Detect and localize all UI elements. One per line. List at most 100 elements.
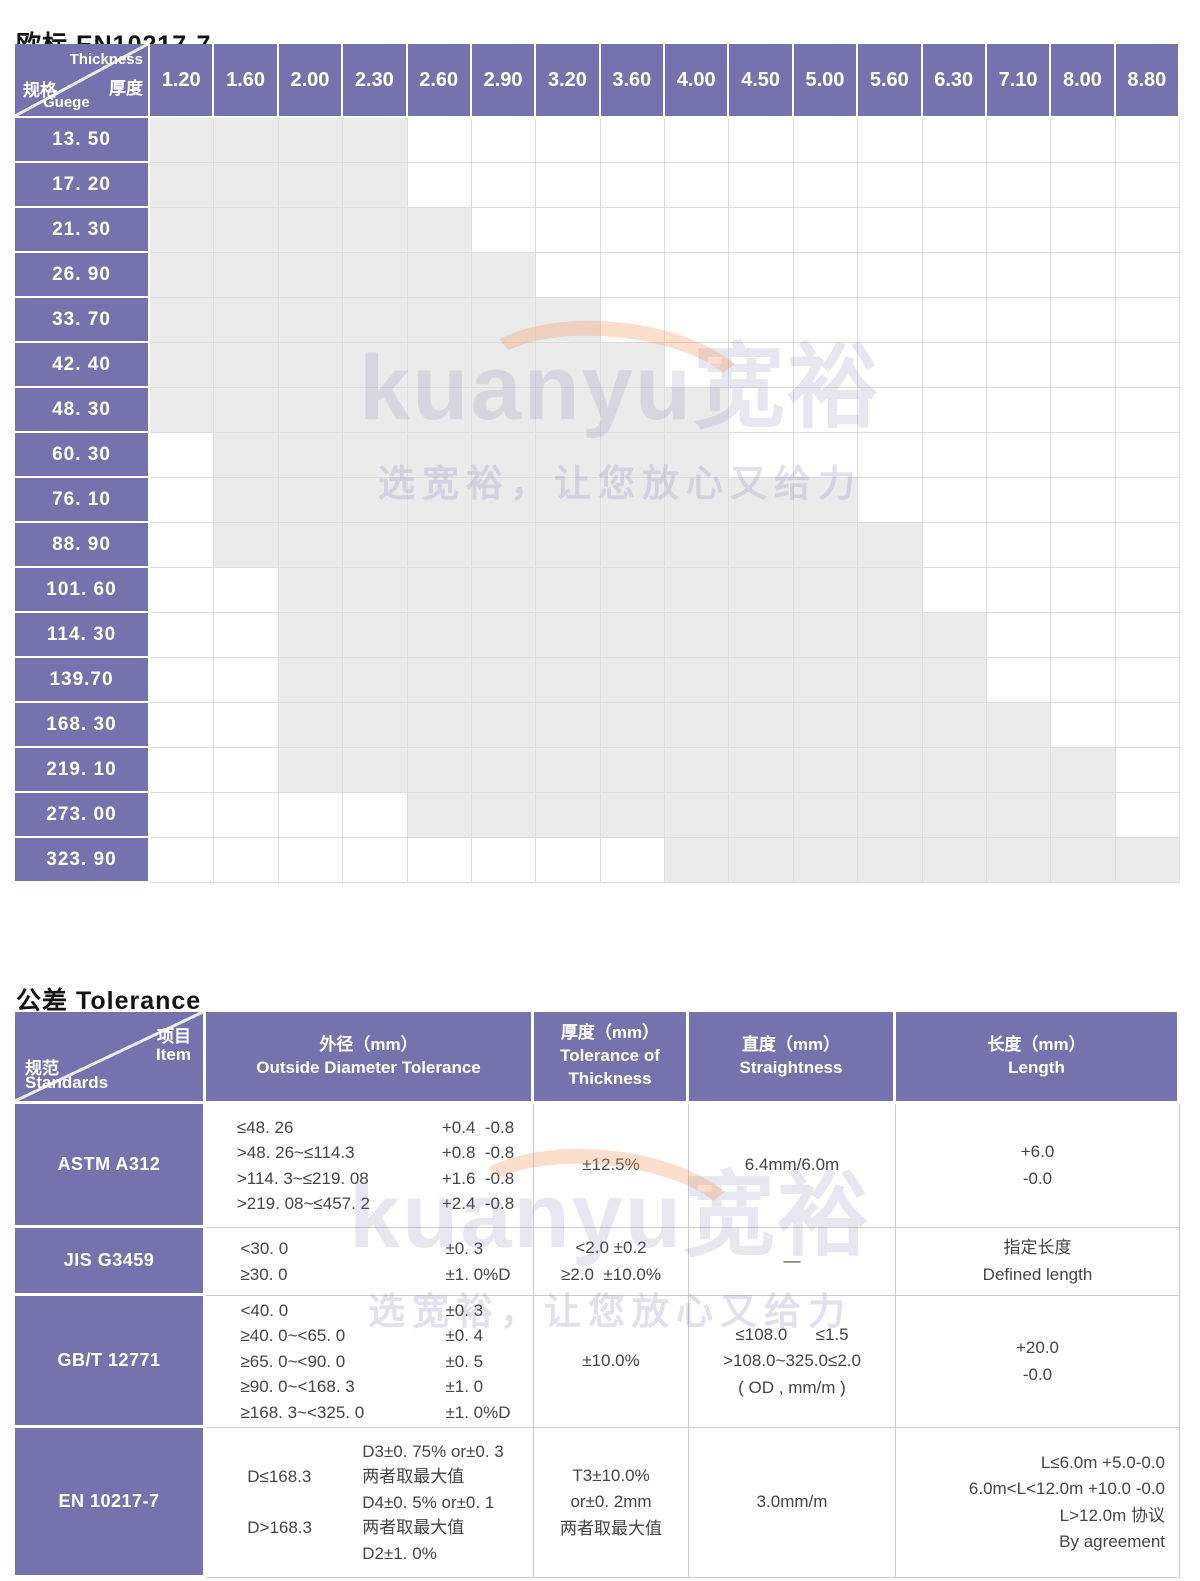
gauge-label: 273. 00 [15, 793, 150, 838]
spec-cell-available [343, 253, 408, 298]
thickness-header: 3.20 [536, 44, 601, 118]
od-value: ±0. 3 [445, 1300, 484, 1320]
spec-cell-available [665, 433, 730, 478]
thickness-header: 5.00 [793, 44, 859, 118]
straightness-line: ≤108.0 ≤1.5 [735, 1324, 849, 1344]
length-line: 6.0m<L<12.0m +10.0 -0.0 [968, 1479, 1165, 1499]
spec-cell-unavailable [729, 118, 794, 163]
spec-cell-available [793, 748, 859, 793]
tolerance-corner-cell: 项目 Item 规范 Standards [15, 1012, 206, 1104]
spec-cell-unavailable [729, 208, 794, 253]
spec-cell-available [600, 703, 665, 748]
spec-cell-unavailable [858, 343, 923, 388]
spec-cell-unavailable [407, 838, 472, 883]
spec-cell-available [536, 388, 601, 433]
spec-cell-available [471, 793, 537, 838]
spec-cell-unavailable [278, 838, 344, 883]
spec-cell-available [278, 208, 344, 253]
spec-cell-available [536, 478, 601, 523]
spec-cell-unavailable [150, 748, 215, 793]
spec-cell-available [536, 433, 601, 478]
gauge-label: 21. 30 [15, 208, 150, 253]
spec-cell-unavailable [986, 613, 1052, 658]
thickness-header: 2.60 [407, 44, 472, 118]
od-value: ±0. 4 [445, 1326, 484, 1346]
spec-cell-unavailable [407, 118, 472, 163]
spec-cell-unavailable [1115, 523, 1180, 568]
spec-cell-available [471, 478, 537, 523]
spec-cell-available [858, 658, 923, 703]
spec-cell-available [1115, 838, 1180, 883]
spec-cell-available [471, 343, 537, 388]
thickness-line: ≥2.0 ±10.0% [561, 1264, 661, 1284]
thickness-header: 4.00 [665, 44, 730, 118]
gauge-label: 139.70 [15, 658, 150, 703]
spec-cell-available [665, 658, 730, 703]
length-cell: L≤6.0m +5.0-0.0 6.0m<L<12.0m +10.0 -0.0 L>… [896, 1428, 1180, 1578]
length-cell: +20.0 -0.0 [896, 1296, 1180, 1428]
spec-cell-available [793, 793, 859, 838]
corner-standards-label: Standards [25, 1073, 109, 1092]
thickness-tolerance-cell: T3±10.0% or±0. 2mm 两者取最大值 [534, 1428, 689, 1578]
spec-cell-available [471, 613, 537, 658]
spec-cell-unavailable [858, 388, 923, 433]
length-line: +6.0 [1020, 1142, 1055, 1162]
spec-cell-unavailable [150, 568, 215, 613]
spec-cell-unavailable [858, 433, 923, 478]
column-header-en: Length [1008, 1057, 1065, 1077]
gauge-label: 323. 90 [15, 838, 150, 883]
straightness-line: — [783, 1251, 801, 1271]
spec-cell-available [665, 838, 730, 883]
spec-cell-unavailable [793, 433, 859, 478]
od-value: ±1. 0%D [445, 1264, 511, 1284]
spec-cell-unavailable [858, 163, 923, 208]
spec-cell-available [729, 838, 794, 883]
spec-cell-available [214, 208, 279, 253]
gauge-label: 88. 90 [15, 523, 150, 568]
spec-cell-unavailable [729, 163, 794, 208]
spec-cell-available [343, 388, 408, 433]
spec-cell-unavailable [858, 208, 923, 253]
thickness-header: 6.30 [922, 44, 987, 118]
gauge-label: 101. 60 [15, 568, 150, 613]
spec-cell-available [665, 523, 730, 568]
spec-cell-unavailable [665, 118, 730, 163]
spec-cell-available [343, 658, 408, 703]
spec-cell-available [600, 568, 665, 613]
spec-cell-available [150, 208, 215, 253]
spec-cell-unavailable [793, 388, 859, 433]
spec-cell-unavailable [1051, 613, 1116, 658]
spec-cell-unavailable [600, 298, 665, 343]
spec-cell-available [600, 613, 665, 658]
spec-cell-unavailable [1051, 658, 1116, 703]
spec-cell-available [600, 433, 665, 478]
spec-cell-available [407, 433, 472, 478]
spec-cell-available [729, 748, 794, 793]
spec-cell-unavailable [1051, 208, 1116, 253]
spec-cell-unavailable [150, 613, 215, 658]
spec-cell-available [343, 343, 408, 388]
spec-cell-available [858, 748, 923, 793]
gauge-label: 17. 20 [15, 163, 150, 208]
spec-cell-available [214, 478, 279, 523]
spec-cell-unavailable [1051, 388, 1116, 433]
spec-corner-cell: Thickness 厚度 规格 Guege [15, 44, 150, 118]
spec-cell-available [471, 388, 537, 433]
spec-cell-unavailable [986, 163, 1052, 208]
spec-cell-available [343, 568, 408, 613]
spec-cell-unavailable [922, 298, 987, 343]
spec-cell-available [471, 253, 537, 298]
spec-cell-unavailable [665, 208, 730, 253]
spec-cell-available [600, 343, 665, 388]
od-range [247, 1439, 362, 1465]
spec-cell-unavailable [986, 433, 1052, 478]
spec-cell-unavailable [729, 253, 794, 298]
od-value: ±1. 0 [445, 1377, 484, 1397]
spec-cell-unavailable [1051, 118, 1116, 163]
spec-cell-available [278, 568, 344, 613]
spec-cell-available [793, 703, 859, 748]
spec-cell-available [278, 163, 344, 208]
spec-cell-available [150, 253, 215, 298]
spec-cell-available [407, 343, 472, 388]
